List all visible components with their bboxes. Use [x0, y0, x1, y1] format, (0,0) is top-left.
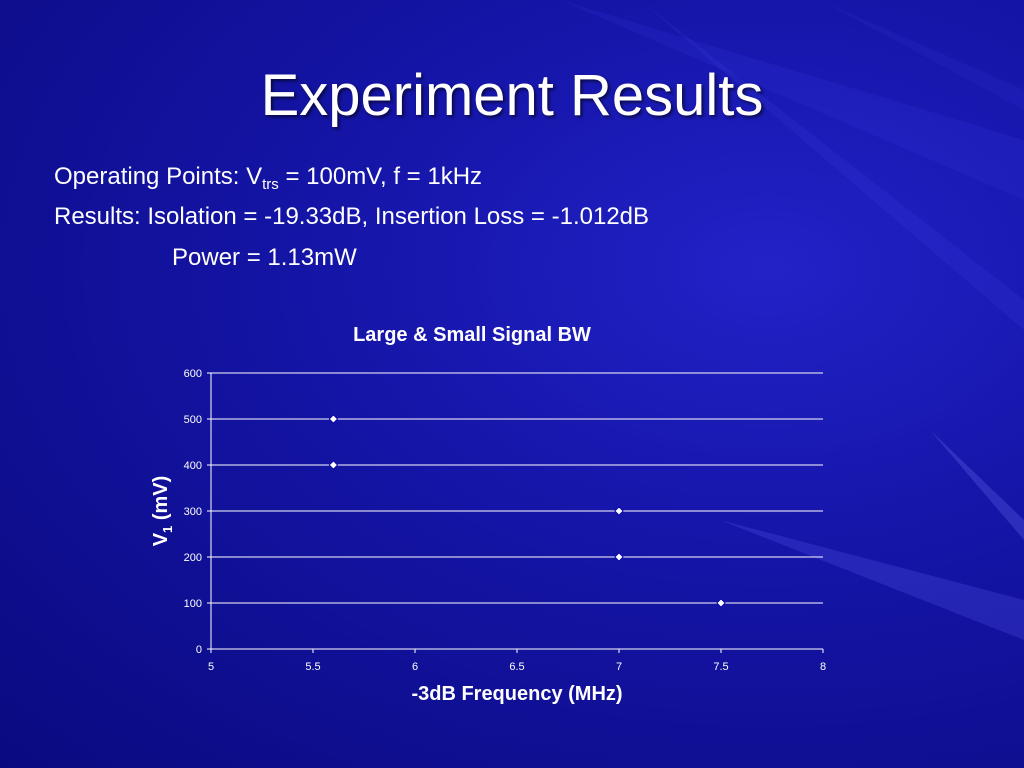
data-point	[328, 414, 338, 424]
y-axis-label: V1 (mV)	[150, 476, 175, 547]
point-layer	[328, 414, 726, 608]
operating-points-suffix: = 100mV, f = 1kHz	[278, 163, 483, 190]
data-point	[716, 598, 726, 608]
chart-title: Large & Small Signal BW	[353, 324, 591, 346]
operating-points-prefix: Operating Points: V	[54, 163, 263, 190]
x-tick-label: 5	[208, 661, 214, 673]
slide-title: Experiment Results	[260, 63, 764, 128]
tick-layer: 0 100 200 300 400 500 600 5 5.5 6 6.5 7 7.5 8	[184, 368, 826, 673]
y-axis-label-main: V	[150, 532, 172, 546]
y-axis-label-unit: (mV)	[150, 476, 172, 526]
operating-points-line: Operating Points: Vtrs = 100mV, f = 1kHz	[54, 163, 483, 193]
data-point	[328, 460, 338, 470]
y-tick-label: 500	[184, 414, 202, 426]
x-axis-label: -3dB Frequency (MHz)	[411, 683, 622, 705]
x-tick-label: 8	[820, 661, 826, 673]
x-tick-label: 7	[616, 661, 622, 673]
y-tick-label: 0	[196, 644, 202, 656]
x-tick-label: 6	[412, 661, 418, 673]
x-tick-label: 6.5	[509, 661, 524, 673]
y-tick-label: 100	[184, 598, 202, 610]
y-axis-label-sub: 1	[160, 526, 175, 533]
data-point	[614, 506, 624, 516]
grid-layer	[211, 372, 823, 604]
operating-points-subscript: trs	[262, 176, 279, 193]
results-line: Results: Isolation = -19.33dB, Insertion…	[54, 203, 650, 230]
y-tick-label: 600	[184, 368, 202, 380]
x-tick-label: 7.5	[713, 661, 728, 673]
x-tick-label: 5.5	[305, 661, 320, 673]
power-line: Power = 1.13mW	[172, 244, 357, 271]
data-point	[614, 552, 624, 562]
y-tick-label: 200	[184, 552, 202, 564]
y-tick-label: 300	[184, 506, 202, 518]
y-tick-label: 400	[184, 460, 202, 472]
